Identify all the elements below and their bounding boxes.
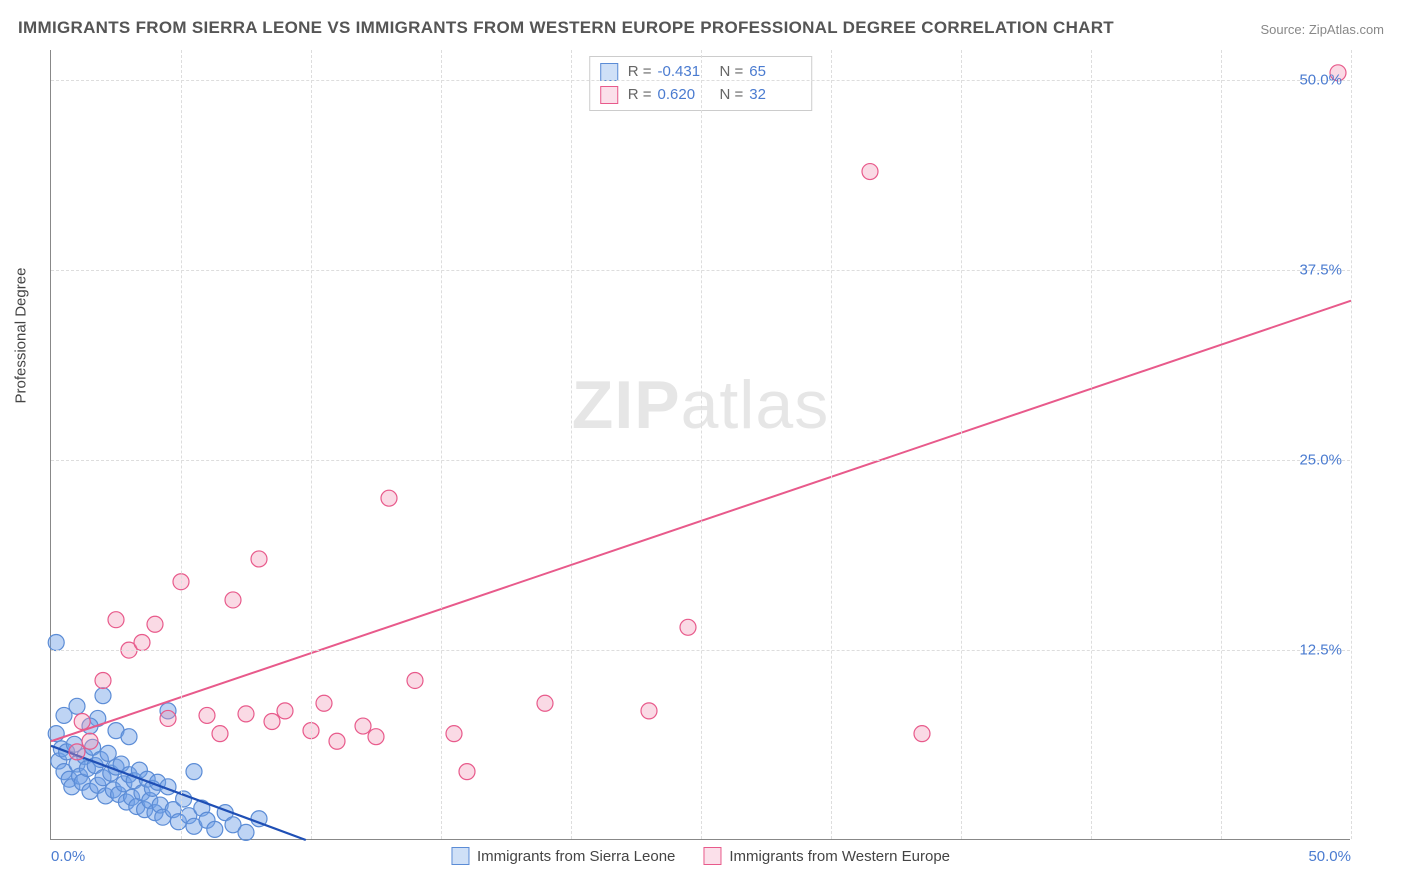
plot-area: Professional Degree ZIPatlas R = -0.431 … bbox=[50, 50, 1350, 840]
x-tick-label: 50.0% bbox=[1308, 848, 1351, 865]
swatch-series-2 bbox=[600, 86, 618, 104]
legend-label-2: Immigrants from Western Europe bbox=[729, 848, 950, 865]
legend-swatch-1 bbox=[451, 847, 469, 865]
swatch-series-1 bbox=[600, 63, 618, 81]
y-tick-label: 12.5% bbox=[1299, 642, 1342, 659]
legend-label-1: Immigrants from Sierra Leone bbox=[477, 848, 675, 865]
r-label: R = bbox=[628, 84, 652, 107]
legend-item-2: Immigrants from Western Europe bbox=[703, 847, 950, 865]
y-tick-label: 37.5% bbox=[1299, 262, 1342, 279]
x-tick-label: 0.0% bbox=[51, 848, 85, 865]
y-axis-label: Professional Degree bbox=[13, 267, 30, 403]
chart-title: IMMIGRANTS FROM SIERRA LEONE VS IMMIGRAN… bbox=[18, 18, 1114, 38]
n-label: N = bbox=[720, 84, 744, 107]
legend-item-1: Immigrants from Sierra Leone bbox=[451, 847, 675, 865]
n-value-2: 32 bbox=[749, 84, 801, 107]
y-tick-label: 25.0% bbox=[1299, 452, 1342, 469]
y-tick-label: 50.0% bbox=[1299, 72, 1342, 89]
legend-swatch-2 bbox=[703, 847, 721, 865]
source-label: Source: ZipAtlas.com bbox=[1260, 22, 1384, 37]
series-legend: Immigrants from Sierra Leone Immigrants … bbox=[451, 847, 950, 865]
